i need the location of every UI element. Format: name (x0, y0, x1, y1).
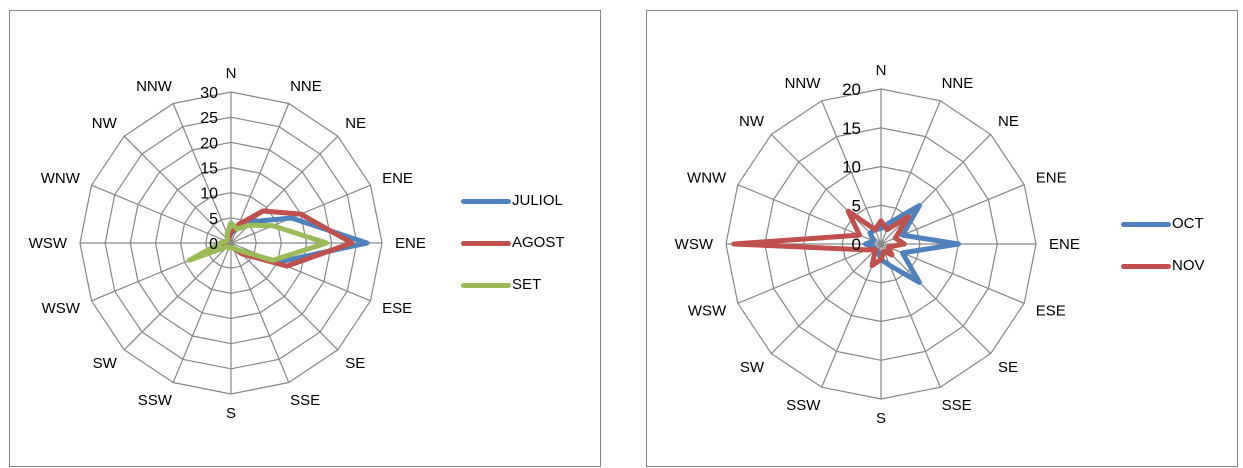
category-label: NE (998, 113, 1019, 130)
category-label: WSW (675, 236, 714, 253)
legend-label: SET (512, 276, 542, 293)
series-line-set (186, 220, 330, 263)
legend-label: NOV (1172, 257, 1205, 274)
category-label: SSE (942, 397, 972, 414)
category-label: ENE (1049, 236, 1080, 253)
category-label: ENE (382, 170, 413, 187)
category-label: SSW (786, 397, 821, 414)
chart-panel-right: 0 5 10 15 20 N NNE NE ENE ENE ESE SE SSE S SSW SW WSW WSW… (646, 10, 1238, 467)
radial-tick-label: 15 (842, 119, 861, 138)
category-label: WSW (29, 235, 68, 252)
category-label: ESE (382, 300, 412, 317)
legend-item: AGOST (461, 233, 601, 253)
category-label: SW (740, 359, 765, 376)
category-label: NNE (290, 78, 322, 95)
radial-tick-label: 15 (200, 161, 218, 178)
category-label: S (226, 405, 236, 422)
radial-tick-label: 20 (200, 135, 218, 152)
grid-spoke (230, 103, 290, 244)
category-label: WSW (688, 303, 727, 320)
radial-tick-label: 10 (842, 158, 861, 177)
category-label: SSW (138, 392, 173, 409)
radial-tick-label: 20 (842, 80, 861, 99)
chart-panel-left: 0 5 10 15 20 25 30 N NNE NE ENE ENE ESE SE SSE S SSW SW WS… (9, 10, 601, 467)
radial-tick-label: 0 (852, 235, 861, 254)
radial-tick-label: 0 (209, 236, 218, 253)
radial-tick-label: 10 (200, 186, 218, 203)
category-label: NNW (785, 75, 822, 92)
grid-spoke (770, 243, 882, 355)
legend-swatch (461, 241, 511, 246)
legend-item: OCT (1121, 214, 1243, 234)
radial-tick-label: 5 (852, 196, 861, 215)
grid-spoke (230, 242, 339, 351)
grid-spoke (123, 135, 232, 244)
category-label: ENE (1036, 169, 1067, 186)
category-label: S (876, 410, 886, 427)
grid-spoke (821, 243, 882, 388)
grid-spoke (821, 100, 882, 245)
legend-label: JULIOL (512, 192, 563, 209)
category-label: ENE (395, 235, 426, 252)
grid-spoke (880, 243, 992, 355)
category-label: WSW (42, 300, 81, 317)
legend-label: AGOST (512, 234, 565, 251)
grid-spoke (230, 242, 290, 383)
legend-label: OCT (1172, 215, 1204, 232)
category-label: SSE (290, 392, 320, 409)
grid-spoke (123, 242, 232, 351)
radial-tick-label: 30 (200, 85, 218, 102)
category-label: SE (998, 359, 1018, 376)
legend-item: JULIOL (461, 191, 601, 211)
grid-spoke (172, 103, 232, 244)
category-label: ESE (1036, 303, 1066, 320)
grid-spoke (770, 133, 882, 245)
category-label: WNW (687, 169, 727, 186)
category-label: NW (739, 113, 765, 130)
legend-swatch (1121, 222, 1171, 227)
category-label: NNE (942, 75, 974, 92)
legend-swatch (461, 199, 511, 204)
radial-tick-label: 5 (209, 211, 218, 228)
radial-tick-label: 25 (200, 110, 218, 127)
grid-spoke (880, 133, 992, 245)
grid-spoke (172, 242, 232, 383)
radar-chart-left: 0 5 10 15 20 25 30 N NNE NE ENE ENE ESE SE SSE S SSW SW WS… (29, 65, 426, 422)
category-label: SE (345, 355, 365, 372)
legend-item: SET (461, 275, 601, 295)
category-label: NE (345, 115, 366, 132)
category-label: NNW (136, 78, 173, 95)
legend-swatch (461, 283, 511, 288)
legend-item: NOV (1121, 256, 1243, 276)
category-label: N (226, 65, 237, 82)
radar-chart-right: 0 5 10 15 20 N NNE NE ENE ENE ESE SE SSE S SSW SW WSW WSW… (675, 62, 1080, 427)
category-label: N (876, 62, 887, 79)
category-label: NW (92, 115, 118, 132)
grid-spoke (91, 184, 232, 244)
grid-spoke (737, 243, 882, 304)
category-label: WNW (41, 170, 81, 187)
category-label: SW (93, 355, 118, 372)
radar-grid (79, 91, 383, 395)
series-line-nov (731, 208, 911, 268)
legend-swatch (1121, 264, 1171, 269)
